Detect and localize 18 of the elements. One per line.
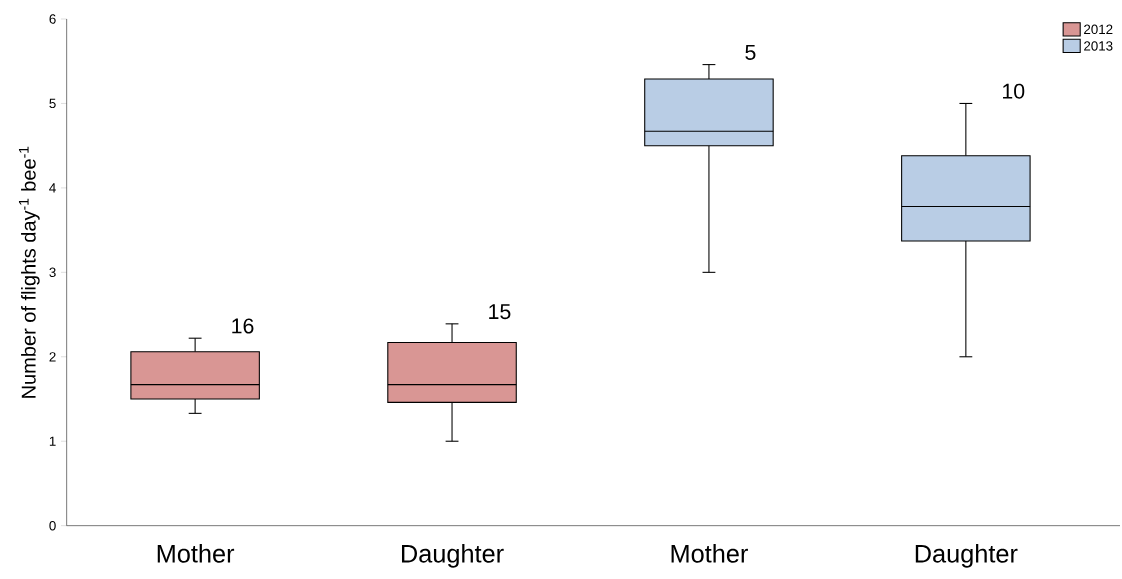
annotation: 10 xyxy=(1003,83,1025,99)
x-tick-label: Daughter xyxy=(915,544,1018,568)
legend-label: 2012 xyxy=(1084,24,1113,35)
y-tick-label: 5 xyxy=(49,98,56,109)
annotation: 16 xyxy=(232,318,254,334)
x-tick-label: Mother xyxy=(671,544,748,563)
legend-label: 2013 xyxy=(1084,41,1113,51)
y-tick-label: 2 xyxy=(49,352,56,362)
y-tick-label: 6 xyxy=(49,14,56,24)
x-tick-label: Mother xyxy=(157,544,235,563)
annotation: 15 xyxy=(489,304,511,320)
y-tick-label: 0 xyxy=(49,520,56,531)
annotation: 5 xyxy=(745,45,756,60)
y-axis-title: Number of flights day$^{-1}$ bee$^{-1}$ xyxy=(18,146,40,398)
y-tick-label: 1 xyxy=(49,436,56,446)
y-tick-label: 3 xyxy=(49,267,56,278)
x-tick-label: Daughter xyxy=(401,544,504,568)
y-tick-label: 4 xyxy=(49,183,56,193)
